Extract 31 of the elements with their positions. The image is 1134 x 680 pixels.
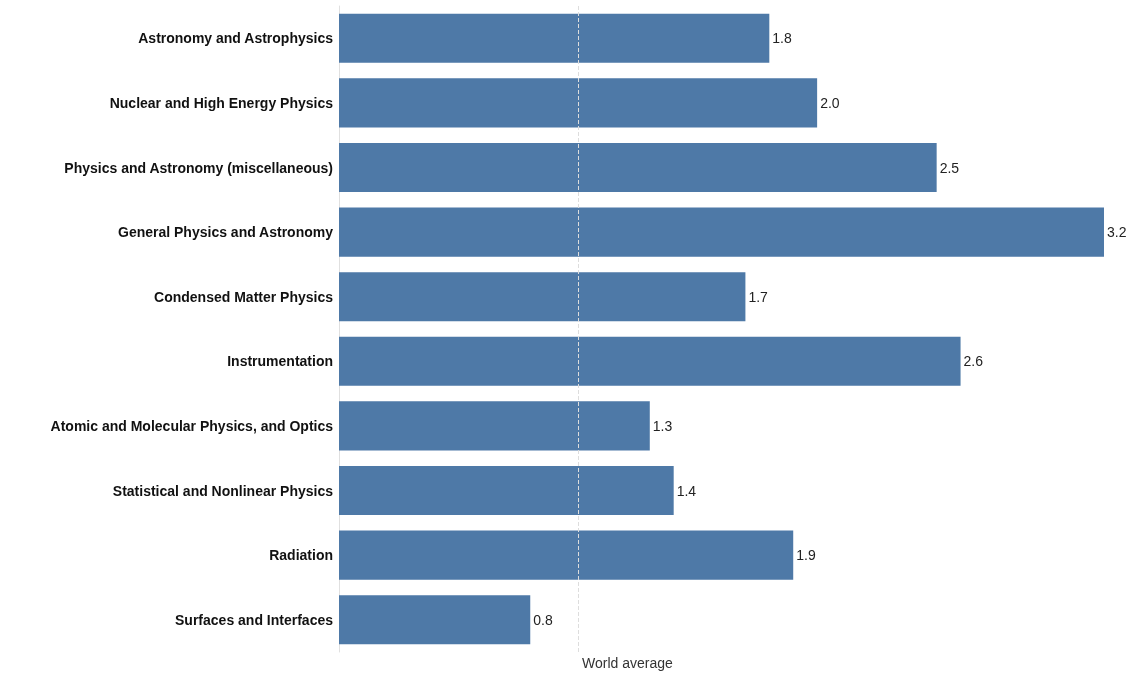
y-tick-label: Statistical and Nonlinear Physics xyxy=(112,482,334,499)
data-label: 2.0 xyxy=(820,94,840,111)
y-tick-label: Atomic and Molecular Physics, and Optics xyxy=(50,417,334,434)
bar xyxy=(339,207,1104,257)
data-label: 1.3 xyxy=(652,417,673,434)
y-tick-label: General Physics and Astronomy xyxy=(118,224,334,241)
data-label: 1.4 xyxy=(676,482,697,499)
bar xyxy=(339,595,531,645)
y-tick-label: Radiation xyxy=(269,547,333,564)
bar xyxy=(339,78,818,128)
y-tick-label: Nuclear and High Energy Physics xyxy=(109,94,334,111)
data-label: 0.8 xyxy=(533,611,553,628)
data-label: 2.5 xyxy=(939,159,960,176)
data-label: 1.9 xyxy=(796,547,816,564)
y-tick-label: Instrumentation xyxy=(227,353,333,370)
bar xyxy=(339,272,746,322)
bar xyxy=(339,336,961,386)
data-label: 2.6 xyxy=(963,353,984,370)
y-tick-label: Physics and Astronomy (miscellaneous) xyxy=(64,159,333,176)
ref-line-label: World average xyxy=(582,655,674,671)
y-tick-label: Condensed Matter Physics xyxy=(154,288,334,305)
bar xyxy=(339,465,674,516)
y-tick-label: Astronomy and Astrophysics xyxy=(138,30,334,47)
bar xyxy=(339,142,937,193)
bar xyxy=(339,530,794,580)
y-tick-label: Surfaces and Interfaces xyxy=(175,611,334,628)
data-label: 1.7 xyxy=(748,288,769,305)
data-label: 3.2 xyxy=(1107,224,1127,241)
bar xyxy=(339,401,650,451)
bar xyxy=(339,13,770,63)
data-label: 1.8 xyxy=(772,30,792,47)
